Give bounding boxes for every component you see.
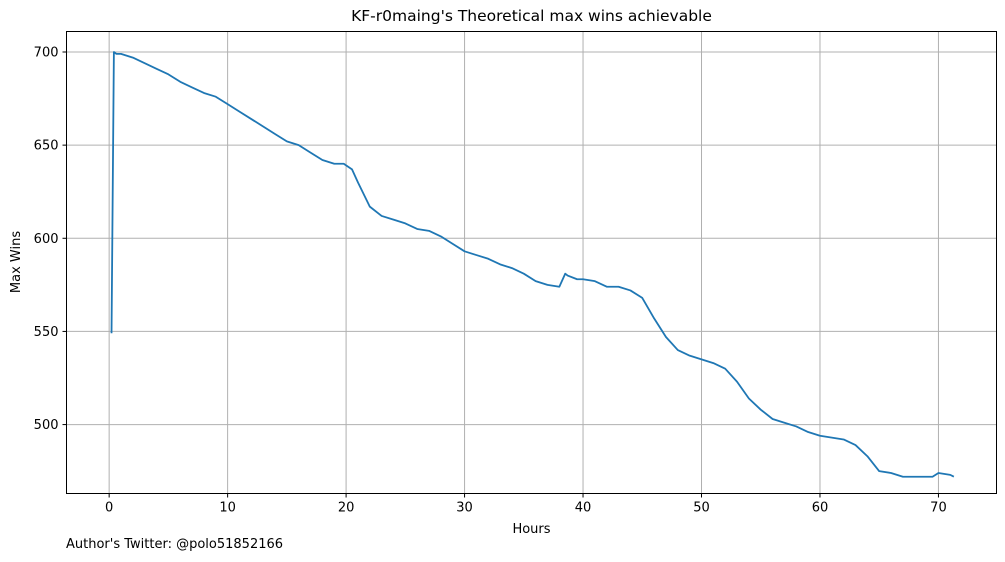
chart-title: KF-r0maing's Theoretical max wins achiev… [351,7,712,25]
y-tick-label: 600 [34,232,59,247]
x-tick-label: 30 [456,501,473,516]
series-line [110,51,955,478]
y-tick-label: 500 [34,418,59,433]
ticks-layer: 0 10 20 30 40 50 60 70 500 550 600 650 700 [34,45,947,515]
grid-layer [66,31,997,494]
x-tick-label: 60 [812,501,829,516]
x-tick-label: 40 [575,501,592,516]
x-axis-label: Hours [512,522,550,537]
y-tick-label: 650 [34,139,59,154]
y-tick-label: 700 [34,45,59,60]
x-tick-label: 70 [930,501,947,516]
x-tick-label: 50 [693,501,710,516]
plot-area-frame [66,31,997,494]
x-tick-label: 10 [219,501,236,516]
x-tick-label: 20 [338,501,355,516]
y-tick-label: 550 [34,325,59,340]
author-credit: Author's Twitter: @polo51852166 [66,537,284,552]
y-axis-label: Max Wins [9,231,24,293]
x-tick-label: 0 [105,501,113,516]
